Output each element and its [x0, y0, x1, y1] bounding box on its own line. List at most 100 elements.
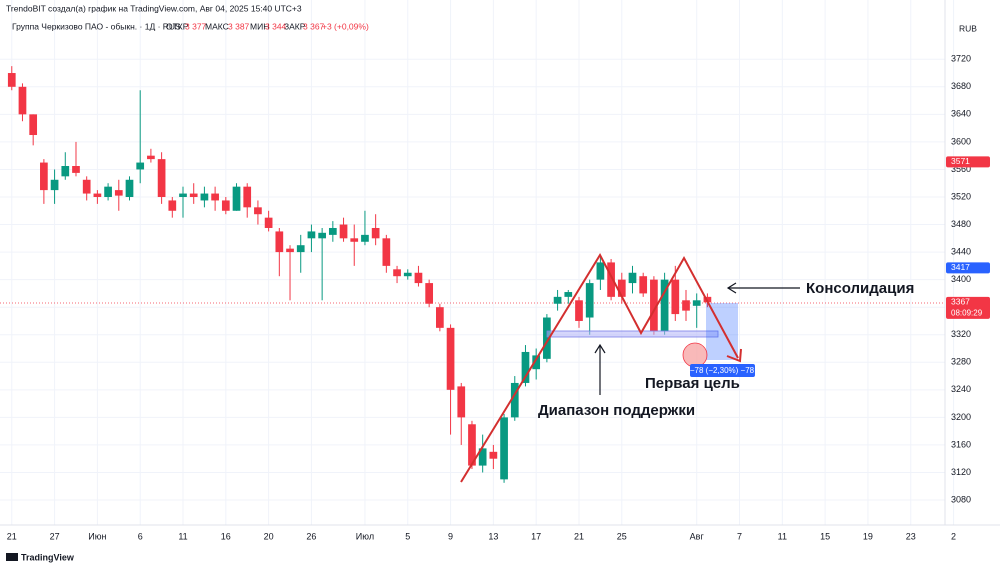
candle-body: [82, 179, 91, 194]
candle-body: [500, 417, 508, 480]
x-tick-label: 11: [778, 531, 787, 541]
candle-body: [328, 227, 337, 235]
author-line: TrendoBIT создал(а) график на TradingVie…: [6, 3, 302, 13]
x-tick-label: Июн: [88, 531, 106, 541]
pattern-arrowhead: [726, 348, 742, 363]
y-tick-label: 3520: [951, 191, 971, 201]
countdown: 08:09:29: [951, 308, 983, 317]
x-tick-label: 20: [264, 531, 274, 541]
y-tick-label: 3560: [951, 164, 971, 174]
candle-body: [436, 307, 444, 328]
target-marker: [682, 342, 708, 368]
change-value: +3 (+0,09%): [322, 21, 369, 31]
price-tag-label: 3571: [951, 156, 970, 166]
y-tick-label: 3640: [951, 109, 971, 119]
x-tick-label: 23: [906, 531, 916, 541]
candle-body: [157, 159, 166, 197]
candle-body: [168, 200, 177, 211]
y-tick-label: 3720: [951, 54, 971, 64]
x-tick-label: 5: [405, 531, 410, 541]
close-value: 3 367: [303, 21, 325, 31]
low-label: МИН: [250, 21, 269, 31]
candle-body: [382, 238, 391, 266]
candle-body: [457, 386, 466, 418]
candle-body: [211, 193, 219, 201]
candle-body: [286, 248, 294, 253]
y-tick-label: 3600: [951, 136, 971, 146]
candle-body: [339, 224, 348, 239]
candle-body: [639, 276, 648, 294]
consolidation-label: Консолидация: [806, 280, 914, 297]
x-tick-label: 17: [531, 531, 541, 541]
low-value: 3 344: [265, 21, 287, 31]
high-label: МАКС: [205, 21, 229, 31]
candle-body: [607, 262, 615, 297]
candle-body: [221, 200, 230, 211]
ohlc-header: ОТКР 3 377 МАКС 3 387 МИН 3 344 ЗАКР 3 3…: [166, 21, 369, 31]
candle-body: [596, 262, 605, 280]
candle-body: [425, 283, 434, 304]
y-tick-label: 3400: [951, 274, 971, 284]
candle-body: [671, 279, 680, 315]
price-tag: [946, 296, 990, 319]
candle-body: [243, 186, 252, 208]
x-tick-label: 11: [178, 531, 187, 541]
y-tick-label: 3480: [951, 219, 971, 229]
candle-body: [179, 193, 187, 197]
candle-body: [478, 448, 487, 466]
candle-body: [543, 317, 551, 359]
candle-body: [61, 166, 70, 177]
candle-body: [350, 238, 359, 242]
candle-body: [682, 300, 690, 311]
x-tick-label: 21: [7, 531, 17, 541]
candle-body: [489, 451, 498, 459]
price-tag: [946, 156, 990, 168]
candle-body: [50, 179, 59, 191]
logo-text: TradingView: [21, 552, 75, 562]
support-arrowhead: [594, 343, 606, 354]
candle-body: [403, 272, 412, 277]
candle-body: [628, 272, 637, 284]
consolidation-arrowhead: [726, 282, 737, 294]
support-label: Диапазон поддержки: [538, 402, 695, 419]
open-label: ОТКР: [166, 21, 189, 31]
candle-body: [318, 232, 326, 239]
y-tick-label: 3440: [951, 246, 971, 256]
candle-body: [414, 272, 423, 284]
measure-label: −78 (−2,30%) −78: [690, 366, 755, 375]
y-tick-label: 3120: [951, 467, 971, 477]
x-tick-label: Июл: [356, 531, 374, 541]
x-tick-label: 19: [863, 531, 873, 541]
x-tick-label: 13: [488, 531, 498, 541]
currency: RUB: [959, 23, 977, 33]
candle-body: [296, 245, 305, 253]
x-tick-label: 27: [50, 531, 60, 541]
candle-body: [40, 162, 48, 191]
x-tick-label: 26: [306, 531, 316, 541]
candle-body: [189, 193, 198, 197]
y-tick-label: 3080: [951, 494, 971, 504]
candle-body: [136, 162, 145, 170]
candle-body: [29, 114, 38, 136]
y-tick-label: 3160: [951, 439, 971, 449]
drawings: [460, 252, 800, 483]
candle-body: [93, 193, 102, 197]
candle-body: [446, 327, 455, 390]
candle-body: [232, 186, 241, 211]
candle-body: [147, 155, 155, 160]
high-value: 3 387: [228, 21, 250, 31]
candle-body: [521, 351, 530, 383]
candle-body: [553, 296, 562, 304]
candle-body: [275, 231, 284, 253]
candle-body: [264, 217, 273, 228]
grid: [0, 0, 955, 525]
close-label: ЗАКР: [284, 21, 306, 31]
y-tick-label: 3240: [951, 384, 971, 394]
candle-body: [617, 279, 626, 297]
candle-body: [104, 186, 112, 197]
x-tick-label: 25: [617, 531, 627, 541]
open-value: 3 377: [185, 21, 207, 31]
price-tag-label: 3367: [951, 297, 970, 307]
